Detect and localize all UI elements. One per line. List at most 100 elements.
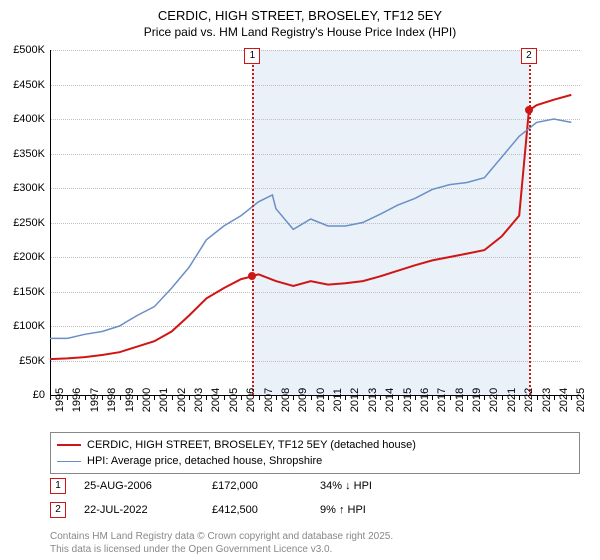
x-tick — [345, 395, 346, 400]
x-tick — [120, 395, 121, 400]
x-axis-label: 2000 — [141, 388, 153, 412]
series-price_paid — [50, 95, 571, 359]
x-tick — [137, 395, 138, 400]
y-axis-label: £50K — [19, 355, 45, 367]
x-axis-label: 2010 — [315, 388, 327, 412]
series-hpi — [50, 119, 571, 338]
x-tick — [241, 395, 242, 400]
x-tick — [276, 395, 277, 400]
chart-svg — [50, 50, 580, 395]
footer: Contains HM Land Registry data © Crown c… — [50, 530, 393, 556]
x-axis-label: 2014 — [384, 388, 396, 412]
chart-area: 12 £0£50K£100K£150K£200K£250K£300K£350K£… — [50, 50, 580, 395]
x-tick — [415, 395, 416, 400]
event-vline — [529, 50, 531, 395]
x-tick — [519, 395, 520, 400]
x-tick — [363, 395, 364, 400]
x-axis-label: 1996 — [71, 388, 83, 412]
x-tick — [154, 395, 155, 400]
sale-row-1: 1 25-AUG-2006 £172,000 34% ↓ HPI — [50, 478, 580, 494]
x-axis-label: 2012 — [349, 388, 361, 412]
x-axis-label: 2018 — [454, 388, 466, 412]
sale-price-1: £172,000 — [212, 480, 302, 492]
x-axis-label: 1998 — [106, 388, 118, 412]
sale-dot — [525, 106, 533, 114]
x-tick — [554, 395, 555, 400]
legend-label: CERDIC, HIGH STREET, BROSELEY, TF12 5EY … — [87, 439, 416, 451]
x-tick — [224, 395, 225, 400]
sale-diff-1: 34% ↓ HPI — [320, 480, 420, 492]
y-axis-label: £100K — [13, 320, 45, 332]
x-axis-label: 2005 — [228, 388, 240, 412]
x-tick — [450, 395, 451, 400]
x-axis-label: 1999 — [124, 388, 136, 412]
x-axis-label: 2015 — [402, 388, 414, 412]
x-tick — [398, 395, 399, 400]
sale-marker-1: 1 — [50, 478, 66, 494]
x-axis-label: 2021 — [506, 388, 518, 412]
chart-title: CERDIC, HIGH STREET, BROSELEY, TF12 5EY — [0, 0, 600, 23]
x-tick — [571, 395, 572, 400]
x-tick — [85, 395, 86, 400]
legend-item: HPI: Average price, detached house, Shro… — [57, 453, 573, 469]
sale-row-2: 2 22-JUL-2022 £412,500 9% ↑ HPI — [50, 502, 580, 518]
x-axis-label: 2025 — [575, 388, 587, 412]
x-tick — [189, 395, 190, 400]
x-axis-label: 2016 — [419, 388, 431, 412]
y-axis-label: £250K — [13, 217, 45, 229]
x-tick — [380, 395, 381, 400]
event-vline — [252, 50, 254, 395]
event-marker: 1 — [244, 48, 260, 64]
x-tick — [293, 395, 294, 400]
x-axis-label: 2002 — [176, 388, 188, 412]
sale-price-2: £412,500 — [212, 504, 302, 516]
sale-diff-2: 9% ↑ HPI — [320, 504, 420, 516]
y-axis-label: £0 — [33, 389, 45, 401]
x-axis-label: 2004 — [210, 388, 222, 412]
legend-swatch — [57, 444, 81, 446]
x-tick — [328, 395, 329, 400]
y-axis-label: £350K — [13, 148, 45, 160]
legend-swatch — [57, 461, 81, 462]
chart-subtitle: Price paid vs. HM Land Registry's House … — [0, 23, 600, 39]
legend: CERDIC, HIGH STREET, BROSELEY, TF12 5EY … — [50, 432, 580, 474]
x-axis-label: 2009 — [297, 388, 309, 412]
sale-date-1: 25-AUG-2006 — [84, 480, 194, 492]
y-axis-label: £450K — [13, 79, 45, 91]
sale-dot — [248, 272, 256, 280]
x-tick — [206, 395, 207, 400]
x-axis-label: 2007 — [263, 388, 275, 412]
x-axis-label: 1997 — [89, 388, 101, 412]
x-tick — [311, 395, 312, 400]
x-axis-label: 2008 — [280, 388, 292, 412]
y-axis-label: £150K — [13, 286, 45, 298]
sale-date-2: 22-JUL-2022 — [84, 504, 194, 516]
footer-line-1: Contains HM Land Registry data © Crown c… — [50, 530, 393, 543]
x-tick — [102, 395, 103, 400]
x-axis-label: 2013 — [367, 388, 379, 412]
event-marker: 2 — [521, 48, 537, 64]
legend-item: CERDIC, HIGH STREET, BROSELEY, TF12 5EY … — [57, 437, 573, 453]
legend-label: HPI: Average price, detached house, Shro… — [87, 455, 322, 467]
x-tick — [172, 395, 173, 400]
y-axis-label: £200K — [13, 251, 45, 263]
y-axis-label: £400K — [13, 113, 45, 125]
x-tick — [537, 395, 538, 400]
x-tick — [259, 395, 260, 400]
x-axis-label: 1995 — [54, 388, 66, 412]
x-axis-label: 2006 — [245, 388, 257, 412]
x-axis-label: 2022 — [523, 388, 535, 412]
x-axis-label: 2001 — [158, 388, 170, 412]
x-tick — [432, 395, 433, 400]
x-axis-label: 2003 — [193, 388, 205, 412]
x-tick — [467, 395, 468, 400]
y-axis-label: £500K — [13, 44, 45, 56]
sale-marker-2: 2 — [50, 502, 66, 518]
x-tick — [484, 395, 485, 400]
x-axis-label: 2023 — [541, 388, 553, 412]
footer-line-2: This data is licensed under the Open Gov… — [50, 543, 393, 556]
x-axis-label: 2017 — [436, 388, 448, 412]
x-tick — [50, 395, 51, 400]
x-axis-label: 2011 — [332, 388, 344, 412]
y-axis-label: £300K — [13, 182, 45, 194]
